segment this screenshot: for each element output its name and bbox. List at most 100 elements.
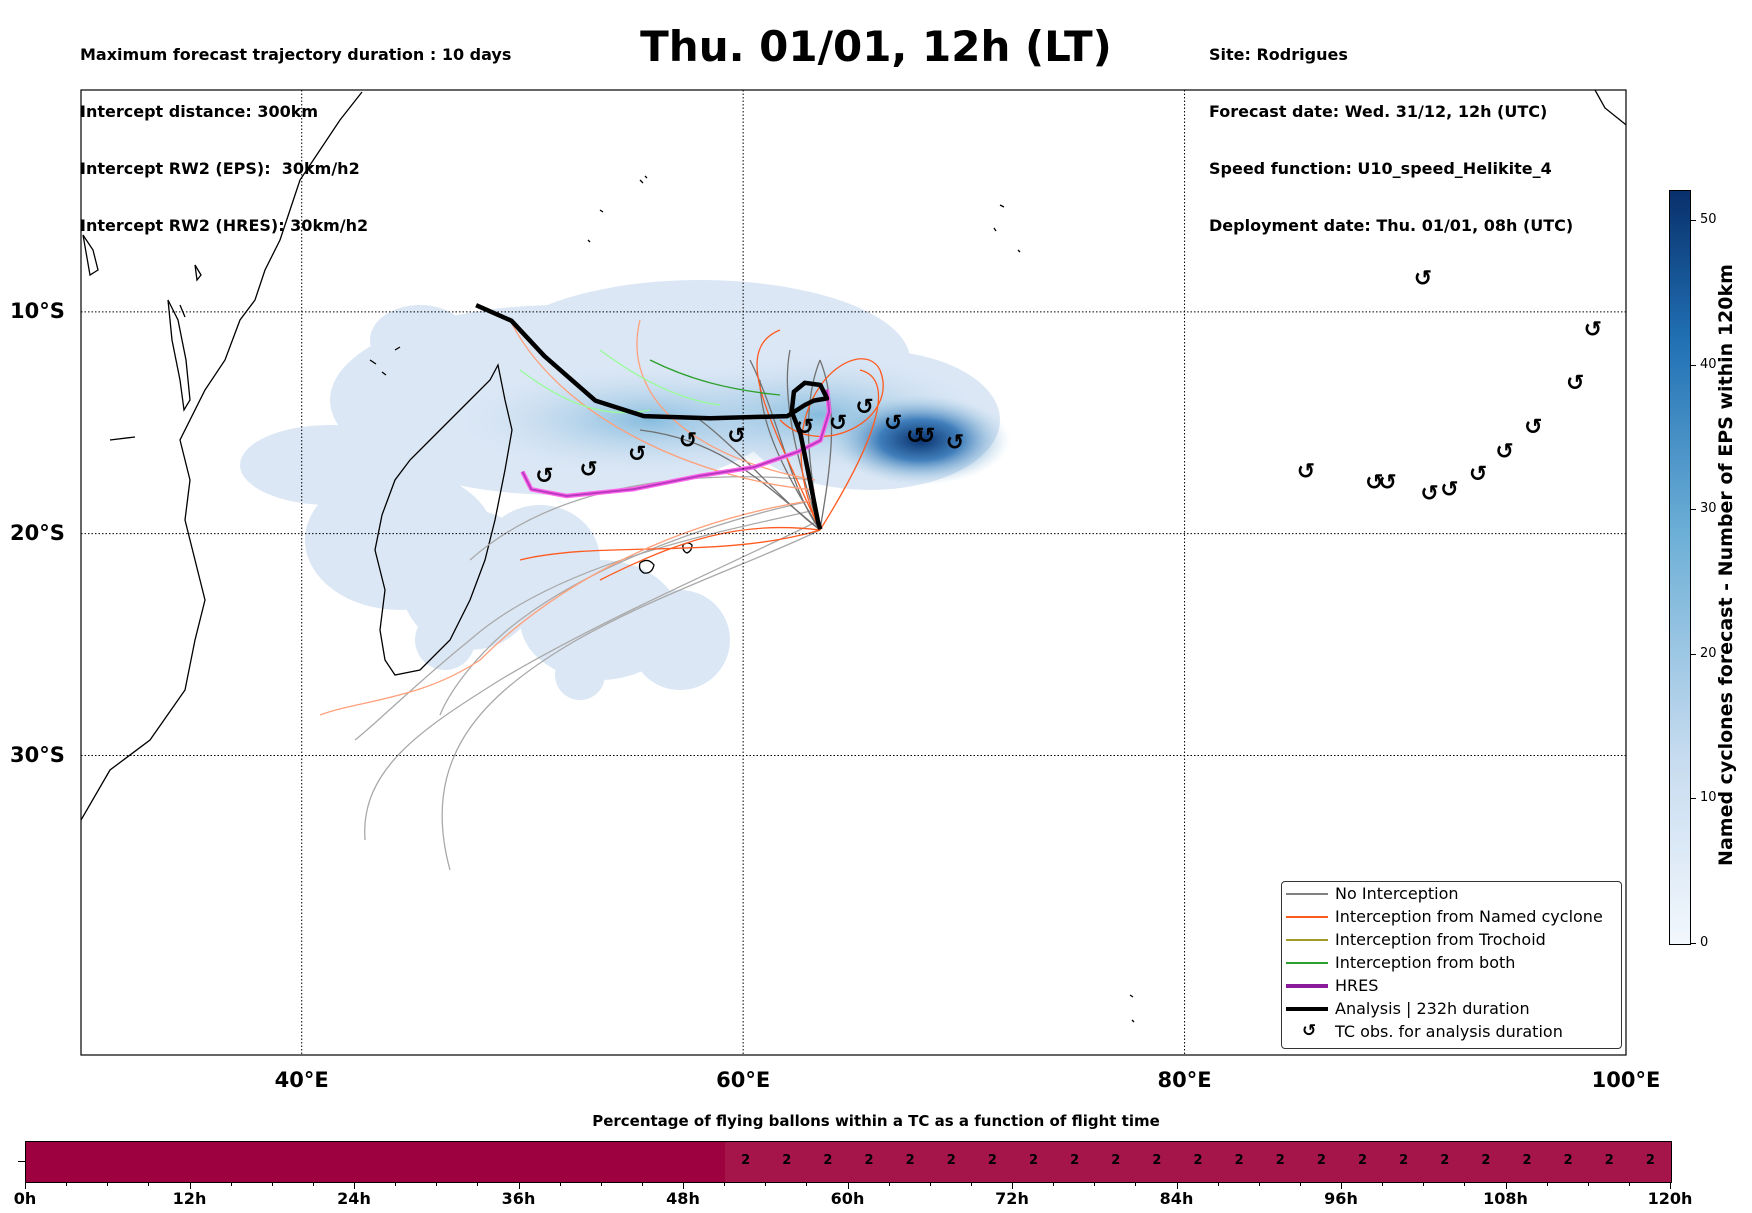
colorbar (1669, 190, 1691, 945)
timebar-tick-mark (724, 1182, 726, 1186)
timebar-tick-mark (559, 1182, 561, 1186)
timebar-tick-mark (271, 1182, 273, 1186)
legend-item: HRES (1282, 975, 1621, 998)
tc-obs-marker: ↺ (884, 411, 902, 436)
timebar: 2 2 2 2 2 2 2 2 2 2 2 2 2 2 2 2 2 2 2 2 2 2 2 (25, 1141, 1672, 1183)
timebar-tick-label: 24h (337, 1189, 371, 1208)
legend-label: Interception from both (1335, 953, 1516, 972)
timebar-tick-mark (1546, 1182, 1548, 1186)
timebar-tick-label: 108h (1483, 1189, 1528, 1208)
timebar-tick-mark (888, 1182, 890, 1186)
timebar-value-label: 2 (1481, 1153, 1491, 1168)
density-blob (370, 305, 470, 375)
timebar-tick-label: 12h (172, 1189, 207, 1208)
latitude-label: 30°S (10, 742, 65, 767)
africa-coastline (81, 91, 363, 821)
legend-item: ↺ TC obs. for analysis duration (1282, 1021, 1621, 1044)
colorbar-label: Named cyclones forecast - Number of EPS … (1715, 264, 1737, 866)
legend-swatch-trochoid (1286, 939, 1328, 941)
timebar-tick-mark (1628, 1182, 1630, 1186)
hres-track (521, 389, 831, 497)
timebar-tick-mark (1670, 1182, 1671, 1189)
timebar-tick-mark (1505, 1182, 1507, 1189)
timebar-value-label: 2 (1029, 1153, 1039, 1168)
header-left-line: Intercept RW2 (HRES): 30km/h2 (80, 216, 369, 235)
timebar-tick-mark (436, 1182, 438, 1186)
legend-swatch-no-interception (1286, 893, 1328, 895)
timebar-tick-mark (1135, 1182, 1137, 1186)
track-no-interception (441, 529, 821, 871)
timebar-value-label: 2 (1645, 1153, 1655, 1168)
timebar-value-label: 2 (1358, 1153, 1368, 1168)
island-la-reunion (638, 559, 655, 574)
timebar-value-label: 2 (987, 1153, 997, 1168)
timebar-tick-mark (806, 1182, 808, 1186)
tc-obs-marker: ↺ (579, 457, 597, 482)
tc-obs-marker: ↺ (796, 415, 814, 440)
timebar-tick-mark (600, 1182, 602, 1186)
legend-swatch-named-cyclone (1286, 916, 1328, 918)
tc-obs-marker: ↺ (628, 442, 646, 467)
header-right-line: Site: Rodrigues (1209, 45, 1348, 64)
tracks-named-cyclone-light (319, 319, 816, 716)
tc-obs-marker: ↺ (1378, 471, 1396, 496)
tc-obs-marker: ↺ (1440, 477, 1458, 502)
header-left-info: Maximum forecast trajectory duration : 1… (80, 7, 511, 254)
track-named-cyclone (519, 529, 821, 561)
timebar-value-label: 2 (1440, 1153, 1450, 1168)
tc-obs-marker: ↺ (727, 424, 745, 449)
track-no-interception (364, 519, 821, 841)
timebar-tick-mark (1176, 1182, 1178, 1189)
tracks-named-cyclone (519, 329, 884, 581)
timebar-ytick (18, 1161, 25, 1162)
timebar-tick-mark (929, 1182, 931, 1186)
header-left-line: Intercept distance: 300km (80, 102, 319, 121)
density-blob (630, 590, 730, 690)
tc-obs-marker: ↺ (679, 429, 697, 454)
timebar-tick-mark (1258, 1182, 1260, 1186)
timebar-tick-mark (1341, 1182, 1342, 1189)
timebar-tick-mark (641, 1182, 643, 1186)
track-named-cyclone (599, 526, 821, 581)
timebar-tick-mark (107, 1182, 109, 1186)
track-named-cyclone (756, 329, 821, 531)
tc-obs-marker: ↺ (1420, 482, 1438, 507)
header-right-line: Speed function: U10_speed_Helikite_4 (1209, 159, 1552, 178)
timebar-tick-mark (354, 1182, 355, 1189)
timebar-value-label: 2 (741, 1153, 751, 1168)
coastlines (81, 90, 1626, 1023)
legend-item: No Interception (1282, 883, 1621, 906)
tc-obs-marker: ↺ (535, 464, 553, 489)
tc-obs-marker: ↺ (855, 395, 873, 420)
madagascar-coastline (374, 363, 513, 676)
island-zanzibar (179, 264, 202, 318)
timebar-tick-mark (66, 1182, 68, 1186)
timebar-tick-mark (312, 1182, 314, 1186)
track-named-cyclone-light (636, 319, 816, 481)
timebar-tick-label: 72h (995, 1189, 1029, 1208)
timebar-tick-mark (518, 1182, 520, 1189)
lake-malawi (167, 299, 191, 412)
timebar-segment (26, 1142, 726, 1182)
legend-swatch-both (1286, 962, 1328, 964)
legend-label: HRES (1335, 976, 1379, 995)
timebar-tick-mark (25, 1182, 26, 1189)
tc-symbol-icon: ↺ (1302, 1021, 1317, 1041)
longitude-label: 100°E (1591, 1068, 1661, 1092)
tc-obs-marker: ↺ (1584, 318, 1602, 343)
track-no-interception (354, 509, 816, 741)
header-left-line: Maximum forecast trajectory duration : 1… (80, 45, 512, 64)
timebar-tick-label: 48h (666, 1189, 700, 1208)
tc-obs-marker: ↺ (1365, 471, 1383, 496)
tc-obs-marker: ↺ (1469, 462, 1487, 487)
legend-label: Analysis | 232h duration (1335, 999, 1530, 1018)
analysis-track (475, 303, 830, 530)
tracks-no-interception (354, 476, 821, 871)
timebar-tick-mark (1382, 1182, 1384, 1186)
island-chagos (993, 204, 1021, 253)
colorbar-tick-label: 0 (1700, 935, 1709, 950)
legend: No Interception Interception from Named … (1281, 881, 1622, 1049)
density-blob (415, 610, 475, 670)
timebar-value-label: 2 (946, 1153, 956, 1168)
